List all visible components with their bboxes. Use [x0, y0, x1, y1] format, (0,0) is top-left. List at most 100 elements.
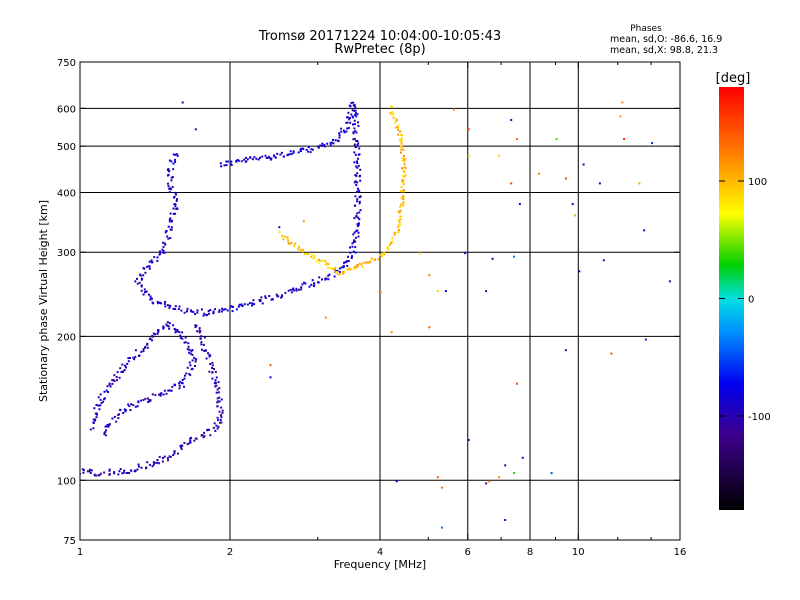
echo-point: [342, 266, 345, 269]
echo-point: [356, 166, 359, 169]
echo-point: [355, 165, 358, 168]
echo-point: [351, 109, 354, 112]
echo-point: [92, 418, 95, 421]
echo-point: [390, 105, 393, 108]
echo-point: [288, 153, 291, 156]
echo-point: [92, 422, 95, 424]
echo-point: [356, 200, 359, 203]
echo-point: [373, 259, 376, 261]
echo-point: [113, 380, 116, 383]
echo-point: [352, 132, 355, 135]
echo-point: [218, 400, 221, 403]
echo-point: [97, 396, 100, 399]
echo-point: [208, 353, 211, 356]
echo-point: [99, 472, 102, 475]
echo-point: [353, 151, 356, 154]
echo-point: [302, 220, 305, 223]
echo-point: [103, 431, 106, 434]
echo-point: [158, 455, 161, 458]
echo-point: [113, 471, 115, 474]
echo-point: [216, 401, 219, 404]
echo-point: [516, 138, 518, 140]
echo-point: [395, 118, 398, 121]
echo-point: [159, 393, 162, 396]
echo-point: [203, 349, 206, 352]
echo-point: [301, 283, 304, 286]
echo-point: [164, 300, 167, 303]
echo-point: [219, 162, 222, 165]
echo-point: [189, 439, 192, 442]
echo-point: [173, 452, 176, 455]
echo-point: [155, 461, 158, 464]
echo-point: [202, 314, 205, 317]
echo-point: [123, 408, 126, 411]
echo-point: [122, 471, 125, 474]
echo-point: [358, 263, 361, 265]
echo-point: [126, 362, 129, 365]
echo-point: [150, 297, 153, 300]
echo-point: [108, 423, 111, 426]
echo-point: [241, 304, 244, 307]
echo-point: [174, 158, 176, 161]
echo-point: [400, 141, 403, 144]
echo-point: [105, 429, 107, 432]
echo-point: [321, 144, 323, 147]
echo-point: [151, 301, 154, 304]
axis-layer: 1 2 4 6 8 10 16 75 100 200 300 400 500 600 750: [57, 58, 686, 558]
echo-point: [117, 414, 120, 416]
echo-point: [347, 260, 350, 262]
echo-point: [178, 387, 181, 390]
echo-point: [356, 113, 359, 116]
echo-point: [227, 160, 229, 163]
echo-point: [313, 256, 316, 259]
echo-point: [220, 416, 223, 418]
echo-point: [203, 431, 206, 434]
echo-point: [264, 295, 267, 298]
echo-point: [238, 304, 241, 307]
echo-point: [179, 380, 182, 383]
echo-point: [132, 356, 135, 359]
echo-point: [295, 289, 298, 292]
echo-point: [167, 237, 170, 240]
echo-point: [103, 397, 106, 400]
echo-point: [336, 139, 339, 142]
echo-point: [340, 127, 343, 130]
echo-point: [207, 352, 209, 355]
echo-point: [183, 311, 186, 314]
echo-point: [108, 469, 111, 472]
echo-point: [171, 176, 174, 178]
echo-point: [205, 314, 208, 317]
echo-point: [243, 303, 246, 306]
echo-point: [156, 300, 159, 303]
echo-point: [174, 203, 177, 206]
echo-point: [353, 161, 356, 164]
echo-point: [428, 274, 431, 277]
echo-point: [153, 333, 156, 336]
echo-point: [355, 184, 358, 186]
echo-point: [281, 235, 284, 238]
echo-point: [276, 152, 279, 155]
echo-point: [342, 264, 345, 267]
echo-point: [202, 343, 205, 346]
y-tick-label: 500: [57, 142, 76, 153]
echo-point: [211, 361, 214, 364]
echo-point: [168, 191, 171, 194]
echo-point: [174, 331, 177, 334]
echo-point: [397, 127, 399, 130]
echo-point: [518, 203, 521, 206]
echo-point: [419, 252, 422, 255]
echo-point: [96, 413, 98, 416]
echo-point: [357, 265, 359, 268]
echo-point: [398, 221, 401, 224]
echo-point: [117, 473, 120, 476]
echo-point: [203, 336, 206, 339]
echo-point: [398, 223, 401, 226]
echo-point: [137, 463, 140, 466]
echo-point: [399, 218, 402, 221]
echo-point: [331, 267, 334, 270]
echo-point: [357, 235, 360, 238]
echo-point: [396, 126, 399, 129]
echo-point: [183, 385, 185, 388]
echo-point: [146, 461, 149, 464]
echo-point: [386, 246, 389, 249]
